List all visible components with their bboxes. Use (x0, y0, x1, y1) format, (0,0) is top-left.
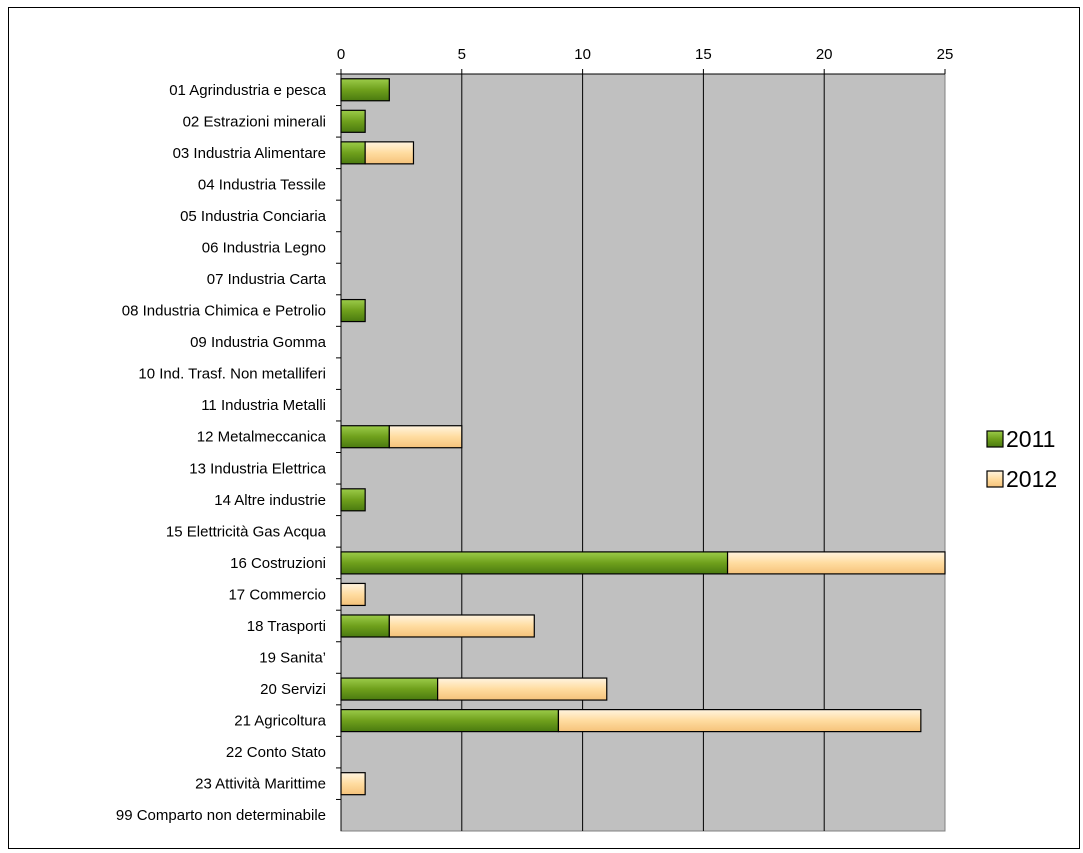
category-label: 19 Sanita’ (259, 650, 326, 667)
bar-2011 (340, 551, 729, 575)
x-tick-label: 10 (574, 46, 591, 63)
bar-2011 (340, 425, 390, 449)
bar-2012 (388, 425, 463, 449)
category-label: 03 Industria Alimentare (173, 145, 326, 162)
bars (340, 78, 946, 796)
category-label: 14 Altre industrie (214, 492, 326, 509)
category-label: 15 Elettricità Gas Acqua (166, 523, 327, 540)
bar-2011 (340, 298, 366, 323)
bar-2012 (388, 614, 535, 638)
legend-swatch (986, 430, 1004, 448)
x-tick-label: 0 (337, 46, 345, 63)
legend: 2011 2012 (986, 426, 1057, 492)
bar-2012 (726, 551, 946, 575)
legend-label: 2012 (1006, 466, 1057, 492)
category-label: 13 Industria Elettrica (189, 460, 326, 477)
category-label: 05 Industria Conciaria (180, 208, 327, 225)
bar-2012 (437, 677, 608, 701)
x-tick-label: 25 (937, 46, 954, 63)
category-label: 12 Metalmeccanica (197, 429, 327, 446)
category-label: 17 Commercio (228, 586, 326, 603)
category-label: 99 Comparto non determinabile (116, 807, 326, 824)
bar-2011 (340, 109, 366, 133)
plot-area (340, 73, 946, 832)
category-label: 23 Attività Marittime (195, 776, 326, 793)
x-tick-label: 5 (458, 46, 466, 63)
category-label: 01 Agrindustria e pesca (169, 82, 326, 99)
category-labels: 01 Agrindustria e pesca 02 Estrazioni min… (116, 73, 341, 824)
legend-label: 2011 (1006, 426, 1055, 452)
category-label: 16 Costruzioni (230, 555, 326, 572)
category-label: 20 Servizi (260, 681, 326, 698)
bar-2012 (340, 582, 366, 607)
category-label: 06 Industria Legno (202, 239, 326, 256)
category-label: 02 Estrazioni minerali (183, 113, 326, 130)
bar-2011 (340, 709, 560, 733)
bar-2012 (364, 141, 415, 165)
category-label: 21 Agricoltura (234, 713, 326, 730)
bar-2012 (340, 772, 366, 796)
bar-2011 (340, 488, 366, 512)
category-label: 09 Industria Gomma (190, 334, 327, 351)
bar-2011 (340, 614, 390, 638)
bar-2011 (340, 141, 366, 165)
x-tick-labels: 0 5 10 15 20 25 (337, 46, 954, 74)
category-label: 11 Industria Metalli (201, 397, 326, 414)
bar-2012 (557, 709, 922, 733)
category-label: 07 Industria Carta (207, 271, 327, 288)
category-label: 10 Ind. Trasf. Non metalliferi (138, 366, 326, 383)
category-label: 04 Industria Tessile (198, 176, 326, 193)
x-tick-label: 15 (695, 46, 712, 63)
legend-swatch (986, 470, 1004, 488)
x-tick-label: 20 (816, 46, 833, 63)
bar-2011 (340, 78, 390, 102)
category-label: 22 Conto Stato (226, 744, 326, 761)
category-label: 18 Trasporti (247, 618, 326, 635)
category-label: 08 Industria Chimica e Petrolio (122, 303, 326, 320)
bar-2011 (340, 677, 439, 701)
